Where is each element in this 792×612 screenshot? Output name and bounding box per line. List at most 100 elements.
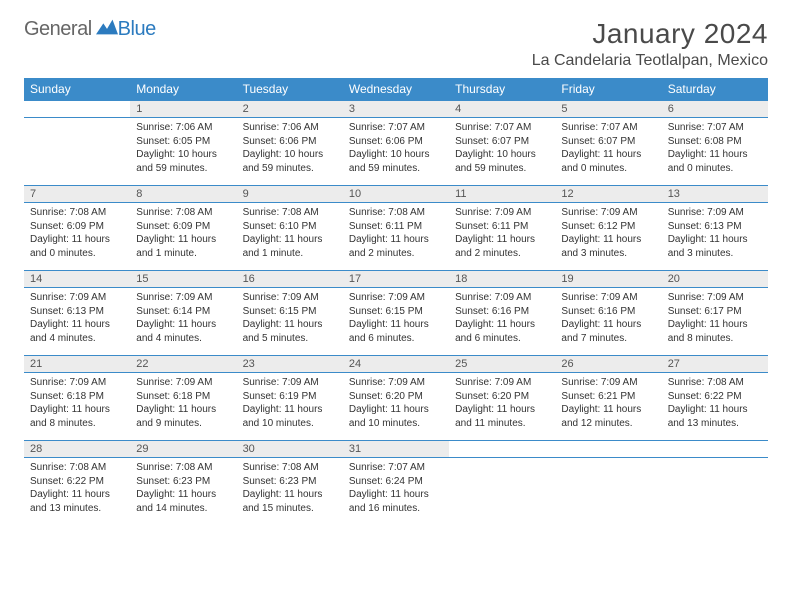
day-number-cell: 12 <box>555 186 661 203</box>
day-number-cell: 10 <box>343 186 449 203</box>
daylight-text: Daylight: 11 hours and 2 minutes. <box>349 233 443 260</box>
day-detail-cell: Sunrise: 7:09 AMSunset: 6:17 PMDaylight:… <box>662 288 768 356</box>
day-number-cell: 7 <box>24 186 130 203</box>
day-detail-cell <box>24 118 130 186</box>
day-number-cell: 2 <box>237 101 343 118</box>
day-number-cell: 16 <box>237 271 343 288</box>
daylight-text: Daylight: 11 hours and 16 minutes. <box>349 488 443 515</box>
sunset-text: Sunset: 6:23 PM <box>243 475 337 489</box>
daylight-text: Daylight: 10 hours and 59 minutes. <box>455 148 549 175</box>
day-number-row: 123456 <box>24 101 768 118</box>
day-number-row: 78910111213 <box>24 186 768 203</box>
sunset-text: Sunset: 6:20 PM <box>455 390 549 404</box>
logo-wave-icon <box>96 19 118 35</box>
weekday-header: Thursday <box>449 78 555 101</box>
sunrise-text: Sunrise: 7:09 AM <box>561 206 655 220</box>
day-number-cell: 30 <box>237 441 343 458</box>
day-detail-cell: Sunrise: 7:08 AMSunset: 6:22 PMDaylight:… <box>662 373 768 441</box>
day-number-cell <box>555 441 661 458</box>
daylight-text: Daylight: 10 hours and 59 minutes. <box>349 148 443 175</box>
title-block: January 2024 La Candelaria Teotlalpan, M… <box>532 18 768 70</box>
sunset-text: Sunset: 6:22 PM <box>668 390 762 404</box>
day-number-cell: 31 <box>343 441 449 458</box>
sunset-text: Sunset: 6:24 PM <box>349 475 443 489</box>
sunrise-text: Sunrise: 7:09 AM <box>136 291 230 305</box>
daylight-text: Daylight: 11 hours and 10 minutes. <box>243 403 337 430</box>
day-detail-cell: Sunrise: 7:06 AMSunset: 6:06 PMDaylight:… <box>237 118 343 186</box>
daylight-text: Daylight: 11 hours and 0 minutes. <box>30 233 124 260</box>
day-detail-cell <box>555 458 661 526</box>
day-number-cell: 8 <box>130 186 236 203</box>
sunrise-text: Sunrise: 7:09 AM <box>243 376 337 390</box>
day-detail-cell: Sunrise: 7:07 AMSunset: 6:07 PMDaylight:… <box>449 118 555 186</box>
day-detail-cell: Sunrise: 7:09 AMSunset: 6:15 PMDaylight:… <box>343 288 449 356</box>
day-detail-cell: Sunrise: 7:09 AMSunset: 6:13 PMDaylight:… <box>24 288 130 356</box>
daylight-text: Daylight: 11 hours and 4 minutes. <box>136 318 230 345</box>
daylight-text: Daylight: 11 hours and 0 minutes. <box>561 148 655 175</box>
day-detail-cell: Sunrise: 7:09 AMSunset: 6:20 PMDaylight:… <box>343 373 449 441</box>
day-detail-row: Sunrise: 7:09 AMSunset: 6:18 PMDaylight:… <box>24 373 768 441</box>
daylight-text: Daylight: 11 hours and 0 minutes. <box>668 148 762 175</box>
sunrise-text: Sunrise: 7:09 AM <box>455 376 549 390</box>
day-number-cell: 6 <box>662 101 768 118</box>
daylight-text: Daylight: 11 hours and 7 minutes. <box>561 318 655 345</box>
sunrise-text: Sunrise: 7:09 AM <box>136 376 230 390</box>
day-detail-cell: Sunrise: 7:07 AMSunset: 6:07 PMDaylight:… <box>555 118 661 186</box>
day-detail-cell: Sunrise: 7:09 AMSunset: 6:20 PMDaylight:… <box>449 373 555 441</box>
day-detail-cell: Sunrise: 7:08 AMSunset: 6:23 PMDaylight:… <box>130 458 236 526</box>
day-number-cell: 24 <box>343 356 449 373</box>
day-detail-cell: Sunrise: 7:09 AMSunset: 6:21 PMDaylight:… <box>555 373 661 441</box>
day-detail-cell: Sunrise: 7:08 AMSunset: 6:11 PMDaylight:… <box>343 203 449 271</box>
day-detail-cell: Sunrise: 7:09 AMSunset: 6:16 PMDaylight:… <box>449 288 555 356</box>
sunset-text: Sunset: 6:17 PM <box>668 305 762 319</box>
daylight-text: Daylight: 11 hours and 8 minutes. <box>668 318 762 345</box>
day-number-cell: 25 <box>449 356 555 373</box>
daylight-text: Daylight: 11 hours and 13 minutes. <box>668 403 762 430</box>
sunrise-text: Sunrise: 7:09 AM <box>455 206 549 220</box>
sunset-text: Sunset: 6:06 PM <box>243 135 337 149</box>
day-detail-cell: Sunrise: 7:07 AMSunset: 6:08 PMDaylight:… <box>662 118 768 186</box>
sunset-text: Sunset: 6:15 PM <box>349 305 443 319</box>
day-number-cell: 14 <box>24 271 130 288</box>
sunrise-text: Sunrise: 7:07 AM <box>668 121 762 135</box>
sunset-text: Sunset: 6:05 PM <box>136 135 230 149</box>
daylight-text: Daylight: 11 hours and 11 minutes. <box>455 403 549 430</box>
day-detail-cell: Sunrise: 7:07 AMSunset: 6:24 PMDaylight:… <box>343 458 449 526</box>
daylight-text: Daylight: 11 hours and 1 minute. <box>243 233 337 260</box>
sunrise-text: Sunrise: 7:09 AM <box>668 291 762 305</box>
daylight-text: Daylight: 11 hours and 3 minutes. <box>561 233 655 260</box>
day-detail-cell: Sunrise: 7:08 AMSunset: 6:09 PMDaylight:… <box>24 203 130 271</box>
day-number-cell: 1 <box>130 101 236 118</box>
sunrise-text: Sunrise: 7:09 AM <box>30 376 124 390</box>
sunrise-text: Sunrise: 7:08 AM <box>243 206 337 220</box>
weekday-header: Sunday <box>24 78 130 101</box>
sunset-text: Sunset: 6:14 PM <box>136 305 230 319</box>
sunrise-text: Sunrise: 7:08 AM <box>30 206 124 220</box>
sunrise-text: Sunrise: 7:09 AM <box>349 291 443 305</box>
day-detail-cell: Sunrise: 7:06 AMSunset: 6:05 PMDaylight:… <box>130 118 236 186</box>
sunrise-text: Sunrise: 7:09 AM <box>243 291 337 305</box>
day-number-cell: 13 <box>662 186 768 203</box>
header: General Blue January 2024 La Candelaria … <box>24 18 768 70</box>
day-number-cell <box>662 441 768 458</box>
daylight-text: Daylight: 11 hours and 13 minutes. <box>30 488 124 515</box>
sunset-text: Sunset: 6:15 PM <box>243 305 337 319</box>
sunset-text: Sunset: 6:22 PM <box>30 475 124 489</box>
day-detail-cell: Sunrise: 7:09 AMSunset: 6:13 PMDaylight:… <box>662 203 768 271</box>
day-detail-row: Sunrise: 7:09 AMSunset: 6:13 PMDaylight:… <box>24 288 768 356</box>
day-number-cell <box>24 101 130 118</box>
calendar-table: SundayMondayTuesdayWednesdayThursdayFrid… <box>24 78 768 526</box>
day-number-row: 21222324252627 <box>24 356 768 373</box>
day-number-cell: 21 <box>24 356 130 373</box>
day-detail-cell: Sunrise: 7:09 AMSunset: 6:15 PMDaylight:… <box>237 288 343 356</box>
day-number-row: 28293031 <box>24 441 768 458</box>
calendar-body: 123456Sunrise: 7:06 AMSunset: 6:05 PMDay… <box>24 101 768 526</box>
daylight-text: Daylight: 11 hours and 3 minutes. <box>668 233 762 260</box>
day-detail-cell: Sunrise: 7:08 AMSunset: 6:22 PMDaylight:… <box>24 458 130 526</box>
sunrise-text: Sunrise: 7:09 AM <box>30 291 124 305</box>
day-detail-cell: Sunrise: 7:09 AMSunset: 6:11 PMDaylight:… <box>449 203 555 271</box>
day-number-cell: 5 <box>555 101 661 118</box>
daylight-text: Daylight: 11 hours and 6 minutes. <box>455 318 549 345</box>
daylight-text: Daylight: 10 hours and 59 minutes. <box>136 148 230 175</box>
day-number-cell: 9 <box>237 186 343 203</box>
